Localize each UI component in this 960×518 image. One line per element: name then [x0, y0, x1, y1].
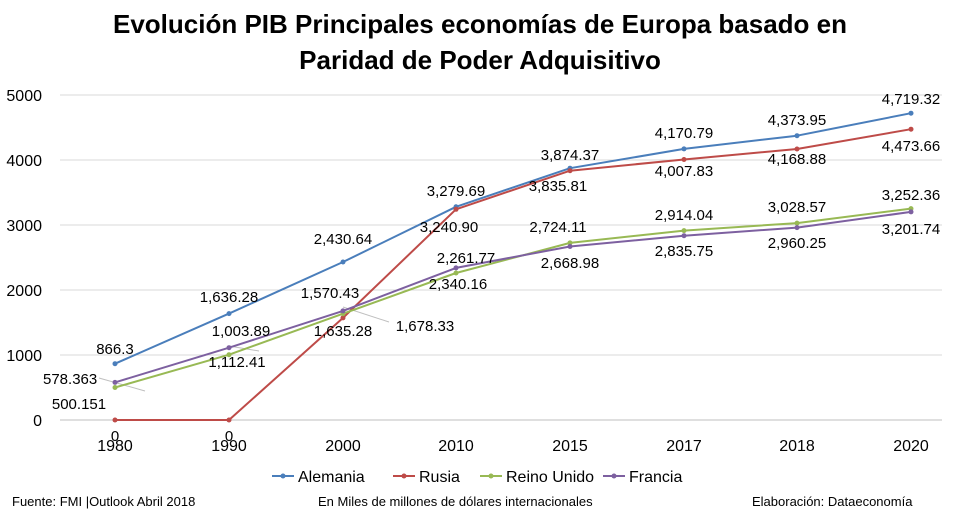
- data-label: 4,473.66: [882, 138, 940, 155]
- x-tick-label: 1990: [211, 438, 247, 455]
- data-label: 1,112.41: [208, 354, 265, 371]
- data-point: [226, 352, 232, 358]
- y-tick-label: 0: [33, 413, 42, 430]
- y-tick-label: 3000: [6, 218, 42, 235]
- data-label: 3,252.36: [882, 187, 940, 204]
- y-tick-label: 5000: [6, 88, 42, 105]
- data-point: [908, 110, 914, 116]
- data-label: 1,636.28: [200, 289, 258, 306]
- data-label: 0: [111, 428, 119, 445]
- x-tick-label: 1980: [97, 438, 133, 455]
- data-label: 4,719.32: [882, 91, 940, 108]
- data-point: [794, 220, 800, 226]
- data-point: [681, 146, 687, 152]
- legend-marker: [280, 473, 286, 479]
- data-label: 4,170.79: [655, 125, 713, 142]
- legend-marker: [401, 473, 407, 479]
- legend-label: Alemania: [298, 469, 365, 486]
- data-label: 3,240.90: [420, 219, 478, 236]
- series-line: [114, 112, 912, 365]
- data-label: 2,668.98: [541, 255, 599, 272]
- legend-marker: [488, 473, 494, 479]
- data-point: [226, 417, 232, 423]
- data-point: [340, 308, 346, 314]
- legend-label: Rusia: [419, 469, 460, 486]
- data-point: [567, 244, 573, 249]
- data-point: [340, 315, 346, 321]
- legend-marker: [611, 473, 617, 479]
- data-point: [567, 240, 573, 246]
- x-tick-label: 2020: [893, 438, 929, 455]
- source-note: Fuente: FMI |Outlook Abril 2018: [12, 494, 196, 509]
- data-label: 4,007.83: [655, 163, 713, 180]
- data-label: 2,430.64: [314, 231, 372, 248]
- data-point: [453, 265, 459, 271]
- data-label: 866.3: [96, 341, 134, 358]
- data-label: 2,914.04: [655, 207, 713, 224]
- data-label: 1,635.28: [314, 323, 372, 340]
- data-point: [453, 206, 459, 212]
- data-point: [794, 225, 800, 231]
- legend-label: Francia: [629, 469, 682, 486]
- data-label: 3,279.69: [427, 183, 485, 200]
- data-label: 0: [225, 428, 233, 445]
- data-label: 4,168.88: [768, 151, 826, 168]
- data-label: 1,570.43: [301, 285, 359, 302]
- data-point: [112, 385, 118, 390]
- data-label: 500.151: [52, 396, 106, 413]
- data-point: [794, 146, 800, 152]
- data-point: [226, 345, 232, 351]
- series-line: [114, 210, 912, 384]
- chart-title-line-1: Evolución PIB Principales economías de E…: [113, 9, 847, 39]
- data-point: [112, 417, 118, 423]
- data-point: [112, 361, 118, 367]
- data-label: 2,724.11: [529, 219, 586, 236]
- credit-note: Elaboración: Dataeconomía: [752, 494, 913, 509]
- data-label: 2,960.25: [768, 235, 826, 252]
- data-point: [908, 126, 914, 132]
- chart-title: Evolución PIB Principales economías de E…: [0, 6, 960, 78]
- data-label: 2,340.16: [429, 276, 487, 293]
- data-point: [794, 133, 800, 139]
- data-point: [681, 228, 687, 234]
- data-label: 1,003.89: [212, 323, 270, 340]
- data-point: [567, 168, 573, 174]
- data-label: 1,678.33: [396, 318, 454, 335]
- data-point: [226, 311, 232, 317]
- x-tick-label: 2018: [779, 438, 815, 455]
- data-label: 4,373.95: [768, 112, 826, 129]
- units-note: En Miles de millones de dólares internac…: [318, 494, 593, 509]
- y-tick-label: 2000: [6, 283, 42, 300]
- data-point: [453, 270, 459, 276]
- data-label: 3,028.57: [768, 199, 826, 216]
- legend-label: Reino Unido: [506, 469, 594, 486]
- y-tick-label: 4000: [6, 153, 42, 170]
- x-tick-label: 2015: [552, 438, 588, 455]
- data-label: 578.363: [43, 371, 97, 388]
- data-point: [681, 157, 687, 162]
- data-point: [340, 259, 346, 265]
- data-point: [908, 209, 914, 215]
- data-point: [681, 233, 687, 239]
- x-tick-label: 2000: [325, 438, 361, 455]
- x-tick-label: 2017: [666, 438, 702, 455]
- data-label: 3,201.74: [882, 221, 940, 238]
- series-line: [115, 128, 912, 421]
- data-label: 3,874.37: [541, 147, 599, 164]
- data-label: 2,261.77: [437, 250, 495, 267]
- data-label: 2,835.75: [655, 243, 713, 260]
- data-point: [112, 379, 118, 385]
- data-label: 3,835.81: [529, 178, 587, 195]
- chart-title-line-2: Paridad de Poder Adquisitivo: [299, 45, 661, 75]
- x-tick-label: 2010: [438, 438, 474, 455]
- y-tick-label: 1000: [6, 348, 42, 365]
